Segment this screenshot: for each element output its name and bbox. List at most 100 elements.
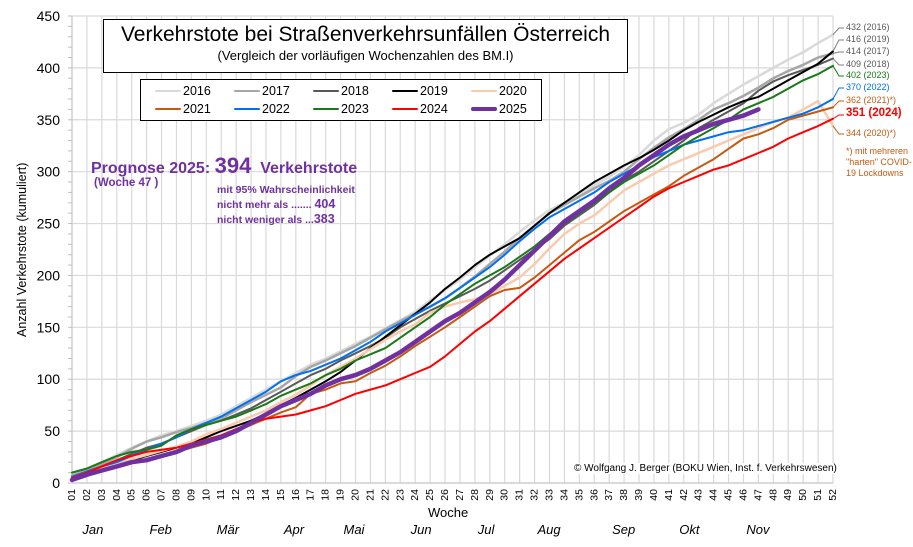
prognose-week: (Woche 47 ) xyxy=(94,177,159,189)
x-tick-label: 15 xyxy=(275,489,287,501)
min-label: nicht weniger als ... xyxy=(217,214,314,226)
y-tick-label: 50 xyxy=(44,423,60,439)
series-line-2025 xyxy=(69,107,761,483)
max-value: 404 xyxy=(314,197,336,211)
prognose-headline: Prognose 2025: 394 Verkehrstote xyxy=(91,153,357,179)
x-tick-label: 48 xyxy=(767,489,779,501)
end-label: 370 (2022) xyxy=(846,82,890,92)
chart-title: Verkehrstote bei Straßenverkehrsunfällen… xyxy=(120,23,611,46)
x-tick-label: 14 xyxy=(260,489,272,501)
end-label: 409 (2018) xyxy=(846,59,890,69)
note-line: "harten" COVID- xyxy=(846,157,912,167)
y-tick-label: 450 xyxy=(37,8,61,24)
y-tick-label: 250 xyxy=(37,216,61,232)
x-tick-label: 27 xyxy=(454,489,466,501)
leader-line xyxy=(832,87,844,100)
end-label: 351 (2024) xyxy=(846,107,902,119)
month-label: Mai xyxy=(343,522,365,537)
x-tick-label: 07 xyxy=(156,489,168,501)
legend-swatch xyxy=(313,90,339,92)
x-tick-label: 47 xyxy=(752,489,764,501)
legend-swatch xyxy=(471,106,497,112)
end-label: 416 (2019) xyxy=(846,34,890,44)
legend-item-2019: 2019 xyxy=(392,83,448,99)
x-tick-label: 20 xyxy=(350,489,362,501)
month-label: Sep xyxy=(612,522,636,537)
max-line: nicht mehr als ....... 404 xyxy=(217,197,355,212)
month-label: Mär xyxy=(216,522,240,537)
series-line-2022 xyxy=(71,98,834,478)
legend: 2016 2017 2018 2019 2020 2021 2022 2023 2024 2025 xyxy=(140,79,542,121)
x-tick-label: 32 xyxy=(529,489,541,501)
legend-swatch xyxy=(155,108,181,110)
y-tick-label: 300 xyxy=(37,164,61,180)
x-tick-label: 17 xyxy=(305,489,317,501)
chart-title-box: Verkehrstote bei Straßenverkehrsunfällen… xyxy=(103,19,628,73)
legend-swatch xyxy=(155,89,181,93)
x-tick-label: 41 xyxy=(663,489,675,501)
legend-item-2020: 2020 xyxy=(471,83,527,99)
legend-item-2016: 2016 xyxy=(155,83,211,99)
legend-label: 2019 xyxy=(420,84,448,98)
covid-note: *) mit mehreren "harten" COVID- 19 Lockdow… xyxy=(846,146,912,179)
prognose-label: Prognose 2025: xyxy=(91,160,211,177)
prognose-unit: Verkehrstote xyxy=(260,160,358,177)
x-tick-label: 06 xyxy=(141,489,153,501)
end-label: 362 (2021)*) xyxy=(846,95,897,105)
x-tick-label: 03 xyxy=(96,489,108,501)
leader-line xyxy=(832,51,844,54)
x-tick-label: 09 xyxy=(185,489,197,501)
x-tick-label: 36 xyxy=(588,489,600,501)
leader-line xyxy=(832,65,844,77)
x-tick-label: 11 xyxy=(215,489,227,500)
x-tick-labels: 01 02 03 04 05 06 07 08 09 10 11 12 13 14 15 16 17 18 19 20… xyxy=(66,489,839,501)
x-tick-label: 35 xyxy=(573,489,585,501)
y-tick-label: 0 xyxy=(52,475,60,491)
legend-item-2025: 2025 xyxy=(471,101,527,117)
y-tick-labels: 0 50 100 150 200 250 300 350 400 450 xyxy=(37,8,61,491)
x-tick-label: 23 xyxy=(394,489,406,501)
axes xyxy=(68,15,833,484)
legend-label: 2018 xyxy=(341,84,369,98)
legend-swatch xyxy=(392,90,418,92)
month-label: Aug xyxy=(537,522,561,537)
series-line-2023 xyxy=(71,64,834,474)
x-tick-label: 33 xyxy=(543,489,555,501)
max-label: nicht mehr als ....... xyxy=(217,199,312,211)
y-tick-label: 100 xyxy=(37,371,61,387)
month-label: Jan xyxy=(82,522,104,537)
end-label: 432 (2016) xyxy=(846,22,890,32)
legend-swatch xyxy=(471,89,497,93)
legend-item-2018: 2018 xyxy=(313,83,369,99)
x-tick-label: 04 xyxy=(111,489,123,501)
min-line: nicht weniger als ...383 xyxy=(217,212,355,227)
chart-subtitle: (Vergleich der vorläufigen Wochenzahlen … xyxy=(217,48,514,63)
leader-line xyxy=(832,39,844,52)
x-tick-label: 08 xyxy=(170,489,182,501)
x-tick-label: 34 xyxy=(558,489,570,501)
leader-line xyxy=(832,27,844,36)
end-label: 402 (2023) xyxy=(846,70,890,80)
leader-line xyxy=(832,125,844,135)
x-tick-label: 38 xyxy=(618,489,630,501)
legend-swatch xyxy=(392,108,418,110)
x-tick-label: 49 xyxy=(782,489,794,501)
x-tick-label: 52 xyxy=(827,489,839,501)
legend-swatch xyxy=(234,89,260,93)
x-tick-label: 05 xyxy=(126,489,138,501)
legend-item-2022: 2022 xyxy=(234,101,290,117)
month-label: Feb xyxy=(149,522,172,537)
note-line: 19 Lockdowns xyxy=(846,168,904,178)
x-tick-label: 42 xyxy=(678,489,690,501)
legend-item-2024: 2024 xyxy=(392,101,448,117)
x-tick-label: 10 xyxy=(200,489,212,501)
leader-line xyxy=(832,114,844,120)
x-tick-label: 13 xyxy=(245,489,257,501)
legend-label: 2020 xyxy=(499,84,527,98)
legend-item-2017: 2017 xyxy=(234,83,290,99)
y-tick-label: 400 xyxy=(37,60,61,76)
series-line-2020 xyxy=(70,99,835,481)
x-tick-label: 22 xyxy=(379,489,391,501)
x-tick-label: 50 xyxy=(797,489,809,501)
x-tick-label: 26 xyxy=(439,489,451,501)
